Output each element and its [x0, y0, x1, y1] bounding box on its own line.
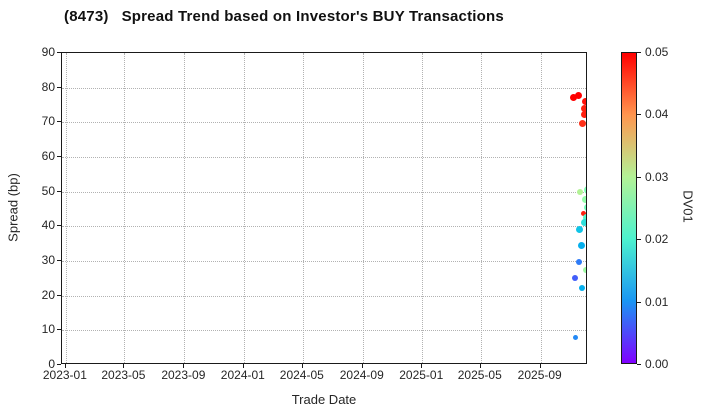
x-tick-label: 2025-01 [399, 368, 444, 382]
v-gridline [184, 53, 186, 363]
data-point [581, 110, 586, 118]
data-point [579, 119, 586, 127]
data-point [574, 91, 582, 99]
data-point [583, 267, 586, 273]
chart-title-text: Spread Trend based on Investor's BUY Tra… [121, 8, 504, 25]
y-tick-mark [57, 294, 61, 296]
y-axis-label: Spread (bp) [5, 173, 21, 242]
x-tick-label: 2024-09 [339, 368, 384, 382]
colorbar-tick-mark [637, 114, 641, 116]
data-point [578, 285, 585, 292]
y-tick-mark [57, 225, 61, 227]
colorbar-tick-mark [637, 301, 641, 303]
chart-title: (8473) Spread Trend based on Investor's B… [64, 8, 504, 25]
colorbar-tick-label: 0.04 [645, 107, 669, 122]
colorbar-tick-label: 0.02 [645, 232, 669, 247]
data-point [581, 104, 586, 112]
x-tick-mark [183, 364, 185, 368]
ticker-code: (8473) [64, 8, 109, 25]
h-gridline [62, 87, 586, 89]
colorbar-tick-label: 0.01 [645, 294, 669, 309]
y-tick-mark [57, 156, 61, 157]
y-tick-label: 0 [48, 357, 55, 371]
x-tick-label: 2023-05 [101, 368, 146, 382]
colorbar-gradient [622, 53, 636, 363]
y-tick-label: 10 [41, 322, 55, 337]
data-point [582, 97, 586, 105]
colorbar-tick-label: 0.00 [645, 357, 669, 371]
data-point [582, 196, 586, 204]
y-tick-label: 70 [41, 114, 55, 129]
y-tick-mark [57, 190, 61, 192]
v-gridline [362, 53, 364, 363]
h-gridline [62, 261, 586, 262]
data-point [581, 210, 586, 216]
y-tick-label: 20 [41, 287, 55, 302]
y-tick-label: 60 [41, 149, 55, 163]
y-tick-label: 40 [41, 218, 55, 233]
y-tick-mark [57, 260, 61, 261]
x-tick-mark [64, 364, 66, 368]
v-gridline [243, 53, 245, 363]
v-gridline [65, 53, 67, 363]
data-point [578, 242, 586, 250]
data-point [583, 185, 586, 194]
data-point [575, 259, 582, 266]
x-tick-mark [301, 364, 303, 368]
v-gridline [302, 53, 304, 363]
x-tick-label: 2025-05 [457, 368, 502, 382]
data-point [571, 275, 578, 282]
plot-area [61, 52, 587, 364]
h-gridline [62, 191, 586, 193]
colorbar-label: DV01 [680, 190, 696, 223]
y-tick-mark [57, 364, 61, 365]
data-point [572, 335, 578, 341]
data-point [576, 189, 583, 196]
colorbar [621, 52, 637, 364]
h-gridline [62, 122, 586, 124]
x-axis-label: Trade Date [291, 392, 357, 407]
data-point [584, 204, 586, 212]
h-gridline [62, 157, 586, 158]
colorbar-tick-mark [637, 176, 641, 178]
y-tick-label: 30 [41, 253, 55, 267]
colorbar-tick-mark [637, 239, 641, 241]
v-gridline [124, 53, 126, 363]
y-tick-mark [57, 121, 61, 123]
colorbar-tick-label: 0.03 [645, 169, 669, 184]
x-tick-mark [539, 364, 541, 368]
colorbar-tick-mark [637, 52, 641, 53]
y-tick-mark [57, 329, 61, 331]
data-point [570, 93, 578, 101]
colorbar-tick-label: 0.05 [645, 45, 669, 59]
y-tick-label: 90 [41, 45, 55, 59]
v-gridline [540, 53, 542, 363]
h-gridline [62, 330, 586, 332]
x-tick-label: 2024-05 [279, 368, 324, 382]
x-tick-mark [479, 364, 481, 368]
x-tick-label: 2025-09 [517, 368, 562, 382]
data-point [583, 214, 586, 222]
v-gridline [480, 53, 482, 363]
y-tick-label: 80 [41, 79, 55, 94]
y-tick-mark [57, 52, 61, 53]
x-tick-mark [123, 364, 125, 368]
data-point [576, 225, 584, 233]
x-tick-mark [421, 364, 423, 368]
x-tick-label: 2023-09 [161, 368, 206, 382]
h-gridline [62, 226, 586, 228]
v-gridline [422, 53, 424, 363]
x-tick-label: 2023-01 [42, 368, 87, 382]
y-tick-mark [57, 86, 61, 88]
x-tick-mark [361, 364, 363, 368]
colorbar-tick-mark [637, 364, 641, 365]
x-tick-mark [242, 364, 244, 368]
x-tick-label: 2024-01 [220, 368, 265, 382]
data-point [580, 219, 586, 227]
y-tick-label: 50 [41, 183, 55, 198]
h-gridline [62, 295, 586, 297]
